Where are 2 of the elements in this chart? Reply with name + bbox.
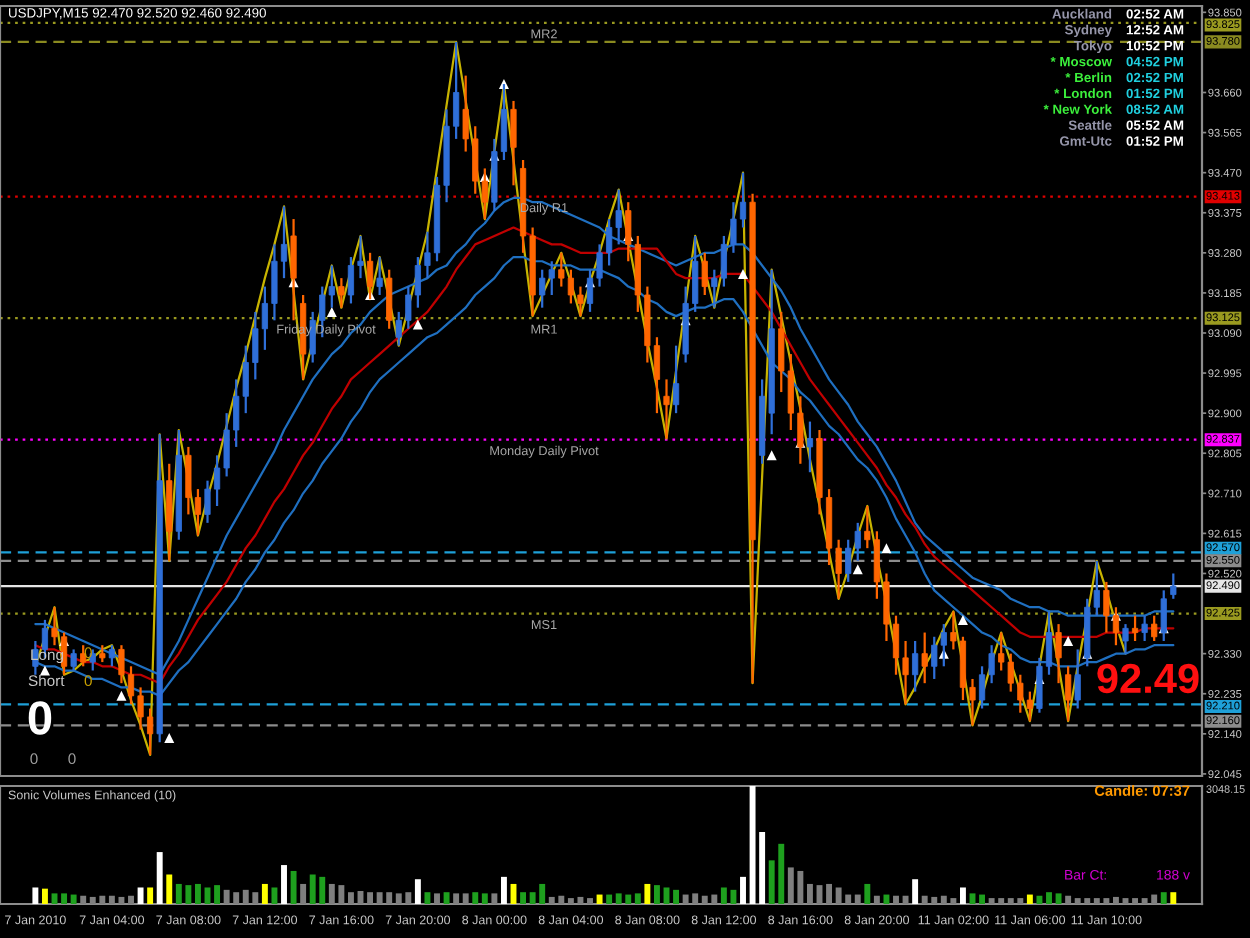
annotation: 92.49 [1097, 663, 1199, 694]
annotation: 0 [28, 701, 52, 735]
